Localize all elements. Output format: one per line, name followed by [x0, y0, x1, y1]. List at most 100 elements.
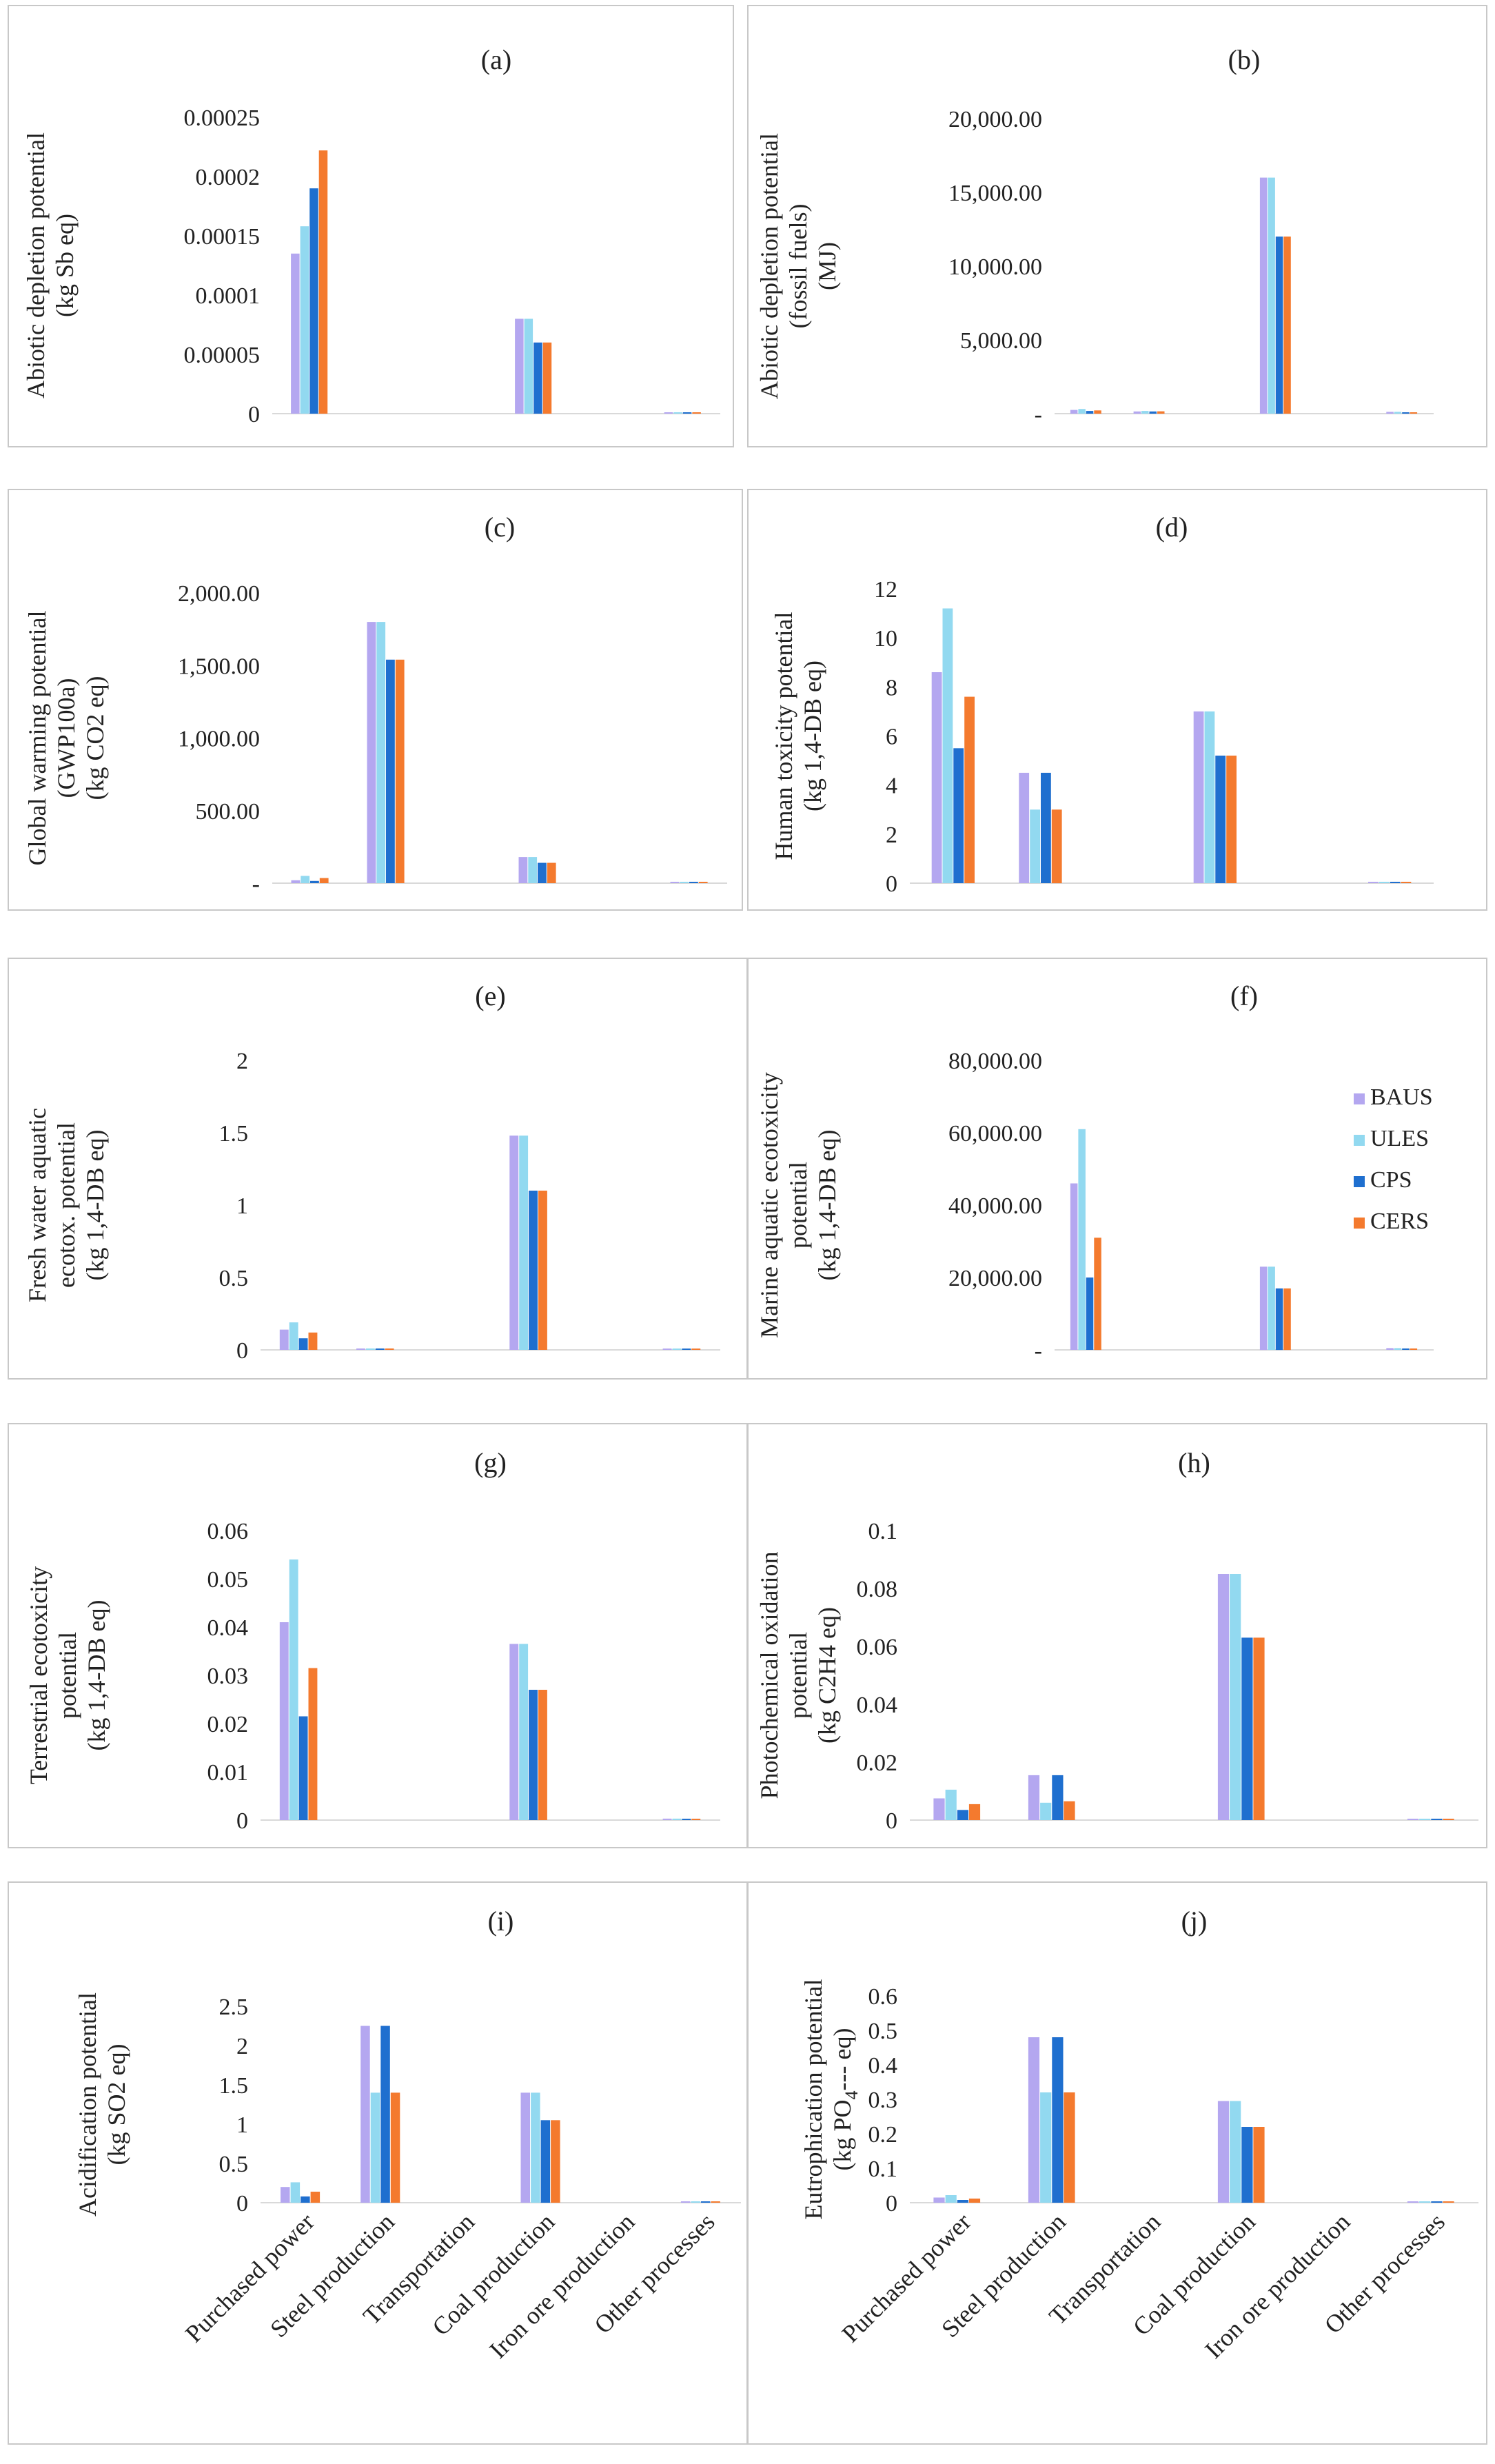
bar-cers	[308, 1668, 318, 1820]
bar-ules	[1268, 177, 1275, 414]
bar-cps	[540, 2120, 551, 2203]
bar-cers	[1064, 1801, 1075, 1820]
bar-baus	[360, 2026, 370, 2203]
bar-cers	[692, 412, 701, 414]
bar-cers	[1283, 236, 1291, 414]
legend-label: ULES	[1370, 1126, 1429, 1151]
bar-cers	[395, 659, 405, 883]
bar-cps	[1402, 412, 1410, 414]
legend-swatch	[1354, 1135, 1365, 1146]
bar-cps	[529, 1690, 538, 1820]
y-tick-label: 8	[886, 675, 897, 700]
panel-title: (g)	[474, 1447, 507, 1478]
y-tick-label: 5,000.00	[960, 328, 1042, 354]
y-tick-label: 0	[886, 2191, 897, 2216]
chart-panel: (i) 0 0.5 1 1.5 2 2.5 Acidification potential(k…	[8, 1881, 748, 2445]
y-tick-label: 0	[236, 2191, 248, 2216]
bar-ules	[1030, 809, 1040, 884]
panel-title: (e)	[475, 980, 505, 1011]
bar-cers	[1064, 2092, 1075, 2203]
y-tick-label: 0.02	[857, 1750, 898, 1776]
y-tick-label: 0.00015	[184, 224, 261, 250]
bar-ules	[1078, 1129, 1086, 1351]
bar-baus	[281, 2187, 290, 2203]
bar-ules	[289, 1559, 298, 1820]
chart-panel: (g) 0 0.01 0.02 0.03 0.04 0.05 0.06 Terrestrial …	[8, 1423, 748, 1848]
y-tick-label: 0	[236, 1808, 248, 1834]
panel-frame	[8, 5, 734, 447]
bar-cps	[1275, 236, 1283, 414]
bar-baus	[509, 1644, 519, 1820]
bar-cps	[1402, 1348, 1410, 1350]
y-axis-label: Marine aquatic ecotoxicitypotential(kg 1…	[755, 1072, 841, 1338]
y-tick-label: 0.5	[868, 2019, 898, 2044]
bar-ules	[370, 2092, 380, 2203]
legend: BAUS ULES CPS CERS	[1354, 1084, 1433, 1234]
bar-cps	[1431, 2201, 1443, 2203]
bar-ules	[1419, 1819, 1431, 1820]
y-tick-label: -	[1035, 1338, 1042, 1364]
bar-ules	[1230, 2101, 1241, 2203]
bar-ules	[672, 1818, 682, 1820]
bar-ules	[300, 226, 309, 414]
bar-baus	[933, 2197, 945, 2203]
bar-cps	[1052, 1775, 1064, 1820]
panel-frame	[747, 958, 1487, 1380]
bar-cers	[1157, 411, 1165, 414]
y-tick-label: 0.00025	[184, 105, 261, 131]
bar-baus	[931, 672, 942, 883]
bar-baus	[1070, 1183, 1078, 1350]
bar-baus	[291, 880, 301, 883]
bar-ules	[519, 1644, 529, 1820]
y-tick-label: 0.5	[219, 2152, 249, 2177]
panel-title: (i)	[488, 1906, 514, 1937]
panel-title: (d)	[1156, 512, 1188, 543]
bar-ules	[691, 2201, 700, 2203]
bar-cps	[1275, 1288, 1283, 1351]
panel-frame	[8, 1423, 748, 1848]
y-tick-label: 15,000.00	[948, 181, 1042, 206]
y-axis-label: Eutrophication potential(kg PO4--- eq)	[800, 1979, 862, 2220]
bar-baus	[670, 882, 680, 883]
y-tick-label: -	[1035, 402, 1042, 427]
bar-ules	[290, 2182, 301, 2203]
bar-ules	[524, 319, 533, 414]
bar-cps	[538, 862, 547, 883]
bar-cers	[1410, 412, 1418, 414]
y-tick-label: 0	[236, 1338, 248, 1364]
panel-frame	[747, 1881, 1487, 2445]
bar-cers	[542, 342, 552, 414]
bar-cps	[700, 2201, 711, 2203]
y-tick-label: -	[252, 871, 260, 897]
y-tick-label: 0.1	[868, 1519, 898, 1544]
bar-cers	[319, 878, 329, 883]
y-tick-label: 0.03	[207, 1664, 249, 1689]
y-tick-label: 2,000.00	[178, 581, 260, 607]
bar-cps	[1431, 1819, 1443, 1820]
bar-baus	[520, 2092, 530, 2203]
y-tick-label: 1,000.00	[178, 727, 260, 752]
bar-cps	[957, 2200, 968, 2203]
bar-cers	[964, 696, 975, 883]
bar-ules	[1204, 711, 1215, 883]
y-tick-label: 0	[886, 1808, 897, 1834]
bar-cers	[691, 1349, 701, 1350]
bar-cers	[1094, 410, 1101, 414]
y-tick-label: 12	[874, 577, 897, 603]
bar-cps	[1086, 411, 1094, 414]
y-tick-label: 0	[248, 402, 260, 427]
y-tick-label: 0.5	[219, 1266, 249, 1291]
chart-panel: (e) 0 0.5 1 1.5 2 Fresh water aquaticecotox. p…	[8, 958, 748, 1380]
bar-ules	[673, 412, 682, 414]
panel-title: (b)	[1228, 44, 1261, 75]
chart-panel: (d) 0 2 4 6 8 10 12 Human toxicity potential(kg …	[747, 489, 1487, 911]
y-tick-label: 10	[874, 626, 897, 652]
y-tick-label: 20,000.00	[948, 1266, 1042, 1291]
bar-ules	[365, 1348, 375, 1350]
bar-cps	[298, 1338, 308, 1350]
bar-cps	[682, 1819, 691, 1820]
bar-cps	[1241, 1637, 1253, 1820]
bar-cers	[1253, 2127, 1265, 2203]
bar-baus	[933, 1798, 945, 1820]
